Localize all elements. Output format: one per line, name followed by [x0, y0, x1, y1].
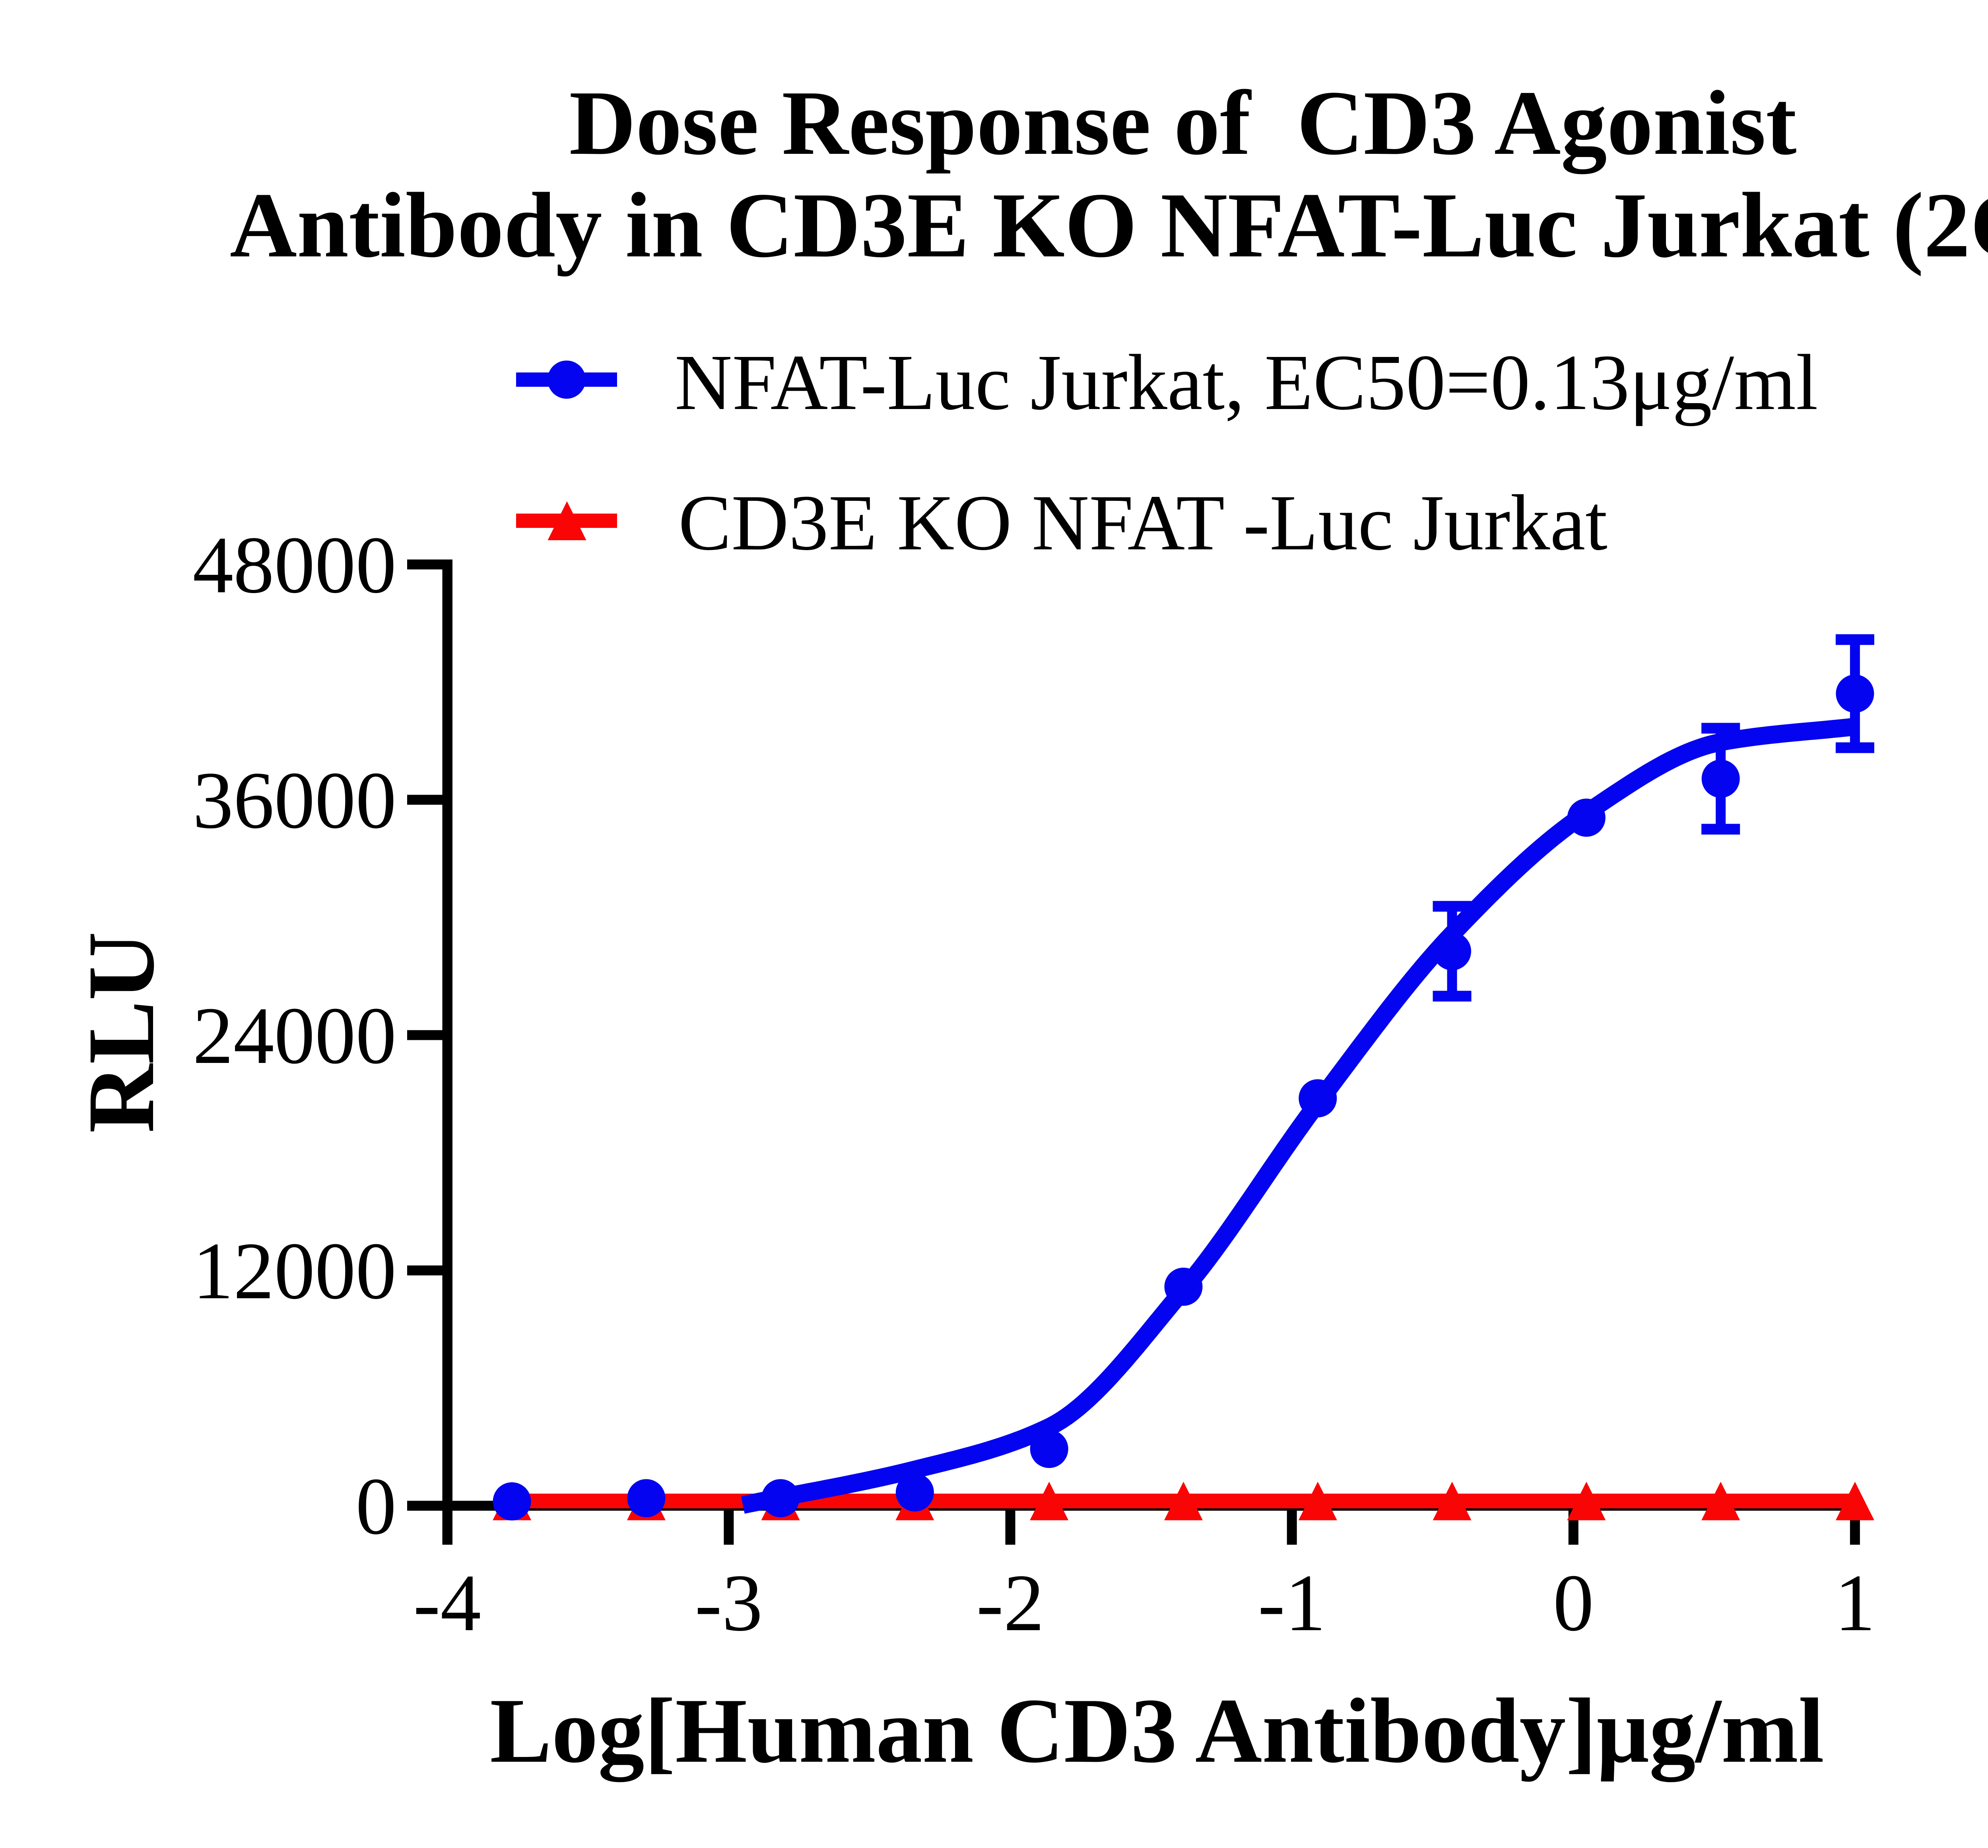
svg-text:-3: -3: [695, 1558, 763, 1648]
svg-text:Log[Human CD3 Antibody]μg/ml: Log[Human CD3 Antibody]μg/ml: [490, 1679, 1824, 1782]
svg-text:Dose Response of CD3 Agonist: Dose Response of CD3 Agonist: [569, 72, 1796, 174]
svg-text:RLU: RLU: [68, 932, 174, 1133]
svg-text:CD3E KO NFAT -Luc Jurkat: CD3E KO NFAT -Luc Jurkat: [678, 479, 1607, 567]
svg-text:-4: -4: [413, 1558, 481, 1648]
svg-text:0: 0: [1553, 1558, 1594, 1648]
svg-text:1: 1: [1835, 1558, 1875, 1648]
svg-text:NFAT-Luc Jurkat, EC50=0.13μg/m: NFAT-Luc Jurkat, EC50=0.13μg/ml: [675, 339, 1818, 427]
svg-text:-1: -1: [1258, 1558, 1326, 1648]
svg-text:24000: 24000: [193, 991, 397, 1081]
svg-text:36000: 36000: [193, 755, 397, 845]
svg-text:Antibody in CD3E KO NFAT-Luc J: Antibody in CD3E KO NFAT-Luc Jurkat (2C2…: [230, 173, 1988, 277]
svg-text:48000: 48000: [193, 520, 397, 610]
svg-text:-2: -2: [977, 1558, 1044, 1648]
svg-text:0: 0: [356, 1461, 397, 1551]
svg-text:12000: 12000: [193, 1226, 397, 1316]
